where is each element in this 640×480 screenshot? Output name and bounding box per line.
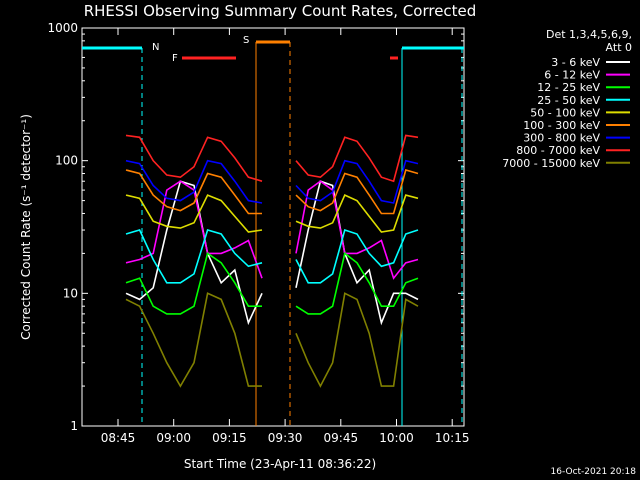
series-line-first-orbit	[125, 159, 263, 204]
plot-frame	[81, 27, 465, 427]
legend-label: 100 - 300 keV	[523, 119, 600, 132]
series-line-second-orbit	[295, 134, 419, 183]
marker-s: S	[243, 35, 249, 46]
legend-label: 800 - 7000 keV	[516, 144, 600, 157]
series-line-second-orbit	[295, 169, 419, 215]
chart-title: RHESSI Observing Summary Count Rates, Co…	[84, 2, 477, 20]
x-tick-label: 10:15	[435, 431, 470, 445]
y-axis: 1 10 100 1000	[47, 21, 464, 433]
x-tick-label: 09:00	[156, 431, 191, 445]
legend-label: 300 - 800 keV	[523, 132, 600, 145]
x-axis: 08:45 09:00 09:15 09:30 09:45 10:00 10:15	[101, 28, 470, 445]
legend-label: 6 - 12 keV	[544, 69, 600, 82]
y-tick-label: 1	[70, 419, 78, 433]
legend-label: 3 - 6 keV	[551, 56, 600, 69]
series-line-first-orbit	[125, 194, 263, 233]
y-axis-label: Corrected Count Rate (s⁻¹ detector⁻¹)	[19, 114, 33, 340]
series-line-second-orbit	[295, 180, 419, 326]
series-line-second-orbit	[295, 159, 419, 204]
legend-label: 12 - 25 keV	[537, 81, 600, 94]
y-tick-label: 100	[55, 154, 78, 168]
series-line-first-orbit	[125, 292, 262, 388]
legend-header-detectors: Det 1,3,4,5,6,9,	[546, 28, 632, 41]
x-axis-label: Start Time (23-Apr-11 08:36:22)	[184, 457, 376, 471]
legend-label: 25 - 50 keV	[537, 94, 600, 107]
y-tick-label: 10	[63, 286, 78, 300]
series-line-first-orbit	[125, 252, 262, 315]
series-line-first-orbit	[125, 134, 263, 182]
legend-label: 7000 - 15000 keV	[502, 157, 600, 170]
series-line-first-orbit	[125, 180, 263, 326]
footer-date: 16-Oct-2021 20:18	[551, 467, 637, 477]
x-tick-label: 08:45	[101, 431, 136, 445]
series-line-second-orbit	[295, 292, 419, 388]
series-line-second-orbit	[295, 194, 419, 233]
series-lines	[125, 134, 419, 388]
series-line-first-orbit	[125, 180, 263, 279]
x-tick-label: 09:30	[268, 431, 303, 445]
x-tick-label: 10:00	[379, 431, 414, 445]
series-line-first-orbit	[125, 169, 262, 215]
series-line-second-orbit	[295, 228, 419, 284]
y-tick-label: 1000	[47, 21, 78, 35]
x-tick-label: 09:45	[324, 431, 359, 445]
marker-f: F	[172, 53, 178, 64]
series-line-second-orbit	[295, 252, 419, 315]
attenuator-markers: N F S	[82, 35, 464, 426]
x-tick-label: 09:15	[212, 431, 247, 445]
legend-header-attenuator: Att 0	[606, 41, 632, 54]
legend-label: 50 - 100 keV	[530, 106, 600, 119]
series-line-first-orbit	[125, 229, 263, 284]
series-line-second-orbit	[295, 180, 419, 280]
marker-n: N	[152, 42, 159, 53]
